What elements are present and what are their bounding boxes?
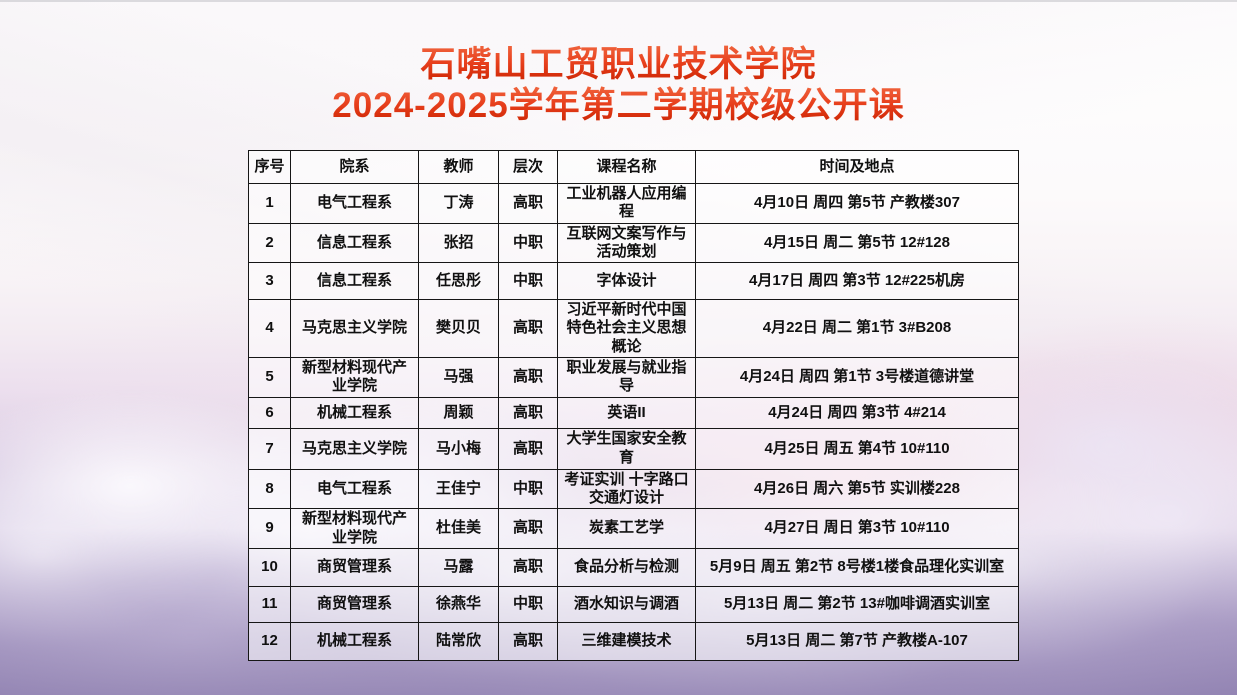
level-cell: 高职 — [498, 357, 558, 398]
title-line-2: 2024-2025学年第二学期校级公开课 — [0, 85, 1237, 126]
level-cell: 中职 — [498, 262, 558, 301]
course-cell: 英语II — [557, 396, 696, 429]
time-cell: 4月25日 周五 第4节 10#110 — [695, 427, 1019, 470]
department-cell: 电气工程系 — [290, 183, 419, 224]
course-cell: 酒水知识与调酒 — [557, 585, 696, 623]
column-header-no: 序号 — [248, 150, 291, 184]
time-cell: 4月24日 周四 第3节 4#214 — [695, 396, 1019, 429]
time-cell: 4月27日 周日 第3节 10#110 — [695, 508, 1019, 549]
department-cell: 马克思主义学院 — [290, 427, 419, 470]
level-cell: 中职 — [498, 222, 558, 264]
level-cell: 高职 — [498, 396, 558, 429]
no-cell: 5 — [248, 357, 291, 398]
no-cell: 6 — [248, 396, 291, 429]
course-cell: 职业发展与就业指导 — [557, 357, 696, 398]
time-cell: 4月10日 周四 第5节 产教楼307 — [695, 183, 1019, 224]
table-row: 8 电气工程系 王佳宁 中职 考证实训 十字路口交通灯设计 4月26日 周六 第5节 实训… — [248, 468, 1019, 510]
level-cell: 中职 — [498, 585, 558, 623]
department-cell: 新型材料现代产业学院 — [290, 508, 419, 549]
course-cell: 炭素工艺学 — [557, 508, 696, 549]
teacher-cell: 马强 — [418, 357, 499, 398]
course-cell: 工业机器人应用编程 — [557, 183, 696, 224]
teacher-cell: 张招 — [418, 222, 499, 264]
department-cell: 电气工程系 — [290, 468, 419, 510]
no-cell: 8 — [248, 468, 291, 510]
department-cell: 信息工程系 — [290, 222, 419, 264]
table-row: 10 商贸管理系 马露 高职 食品分析与检测 5月9日 周五 第2节 8号楼1楼食品理化实… — [248, 547, 1019, 587]
table-row: 9 新型材料现代产业学院 杜佳美 高职 炭素工艺学 4月27日 周日 第3节 10#110 — [248, 508, 1019, 549]
level-cell: 高职 — [498, 508, 558, 549]
teacher-cell: 王佳宁 — [418, 468, 499, 510]
time-cell: 5月13日 周二 第7节 产教楼A-107 — [695, 621, 1019, 661]
no-cell: 10 — [248, 547, 291, 587]
course-cell: 三维建模技术 — [557, 621, 696, 661]
no-cell: 3 — [248, 262, 291, 301]
teacher-cell: 丁涛 — [418, 183, 499, 224]
no-cell: 2 — [248, 222, 291, 264]
table-row: 1 电气工程系 丁涛 高职 工业机器人应用编程 4月10日 周四 第5节 产教楼307 — [248, 183, 1019, 224]
column-header-department: 院系 — [290, 150, 419, 184]
column-header-level: 层次 — [498, 150, 558, 184]
no-cell: 1 — [248, 183, 291, 224]
no-cell: 11 — [248, 585, 291, 623]
course-table-body: 1 电气工程系 丁涛 高职 工业机器人应用编程 4月10日 周四 第5节 产教楼307 2 信… — [248, 183, 1019, 661]
time-cell: 5月9日 周五 第2节 8号楼1楼食品理化实训室 — [695, 547, 1019, 587]
teacher-cell: 任思彤 — [418, 262, 499, 301]
table-row: 7 马克思主义学院 马小梅 高职 大学生国家安全教育 4月25日 周五 第4节 10#11… — [248, 427, 1019, 470]
time-cell: 4月17日 周四 第3节 12#225机房 — [695, 262, 1019, 301]
title-line-1: 石嘴山工贸职业技术学院 — [0, 44, 1237, 85]
page-title: 石嘴山工贸职业技术学院 2024-2025学年第二学期校级公开课 — [0, 44, 1237, 126]
no-cell: 12 — [248, 621, 291, 661]
course-cell: 大学生国家安全教育 — [557, 427, 696, 470]
level-cell: 高职 — [498, 547, 558, 587]
teacher-cell: 周颖 — [418, 396, 499, 429]
table-row: 12 机械工程系 陆常欣 高职 三维建模技术 5月13日 周二 第7节 产教楼A-107 — [248, 621, 1019, 661]
teacher-cell: 杜佳美 — [418, 508, 499, 549]
table-row: 3 信息工程系 任思彤 中职 字体设计 4月17日 周四 第3节 12#225机房 — [248, 262, 1019, 301]
teacher-cell: 徐燕华 — [418, 585, 499, 623]
level-cell: 高职 — [498, 621, 558, 661]
column-header-time: 时间及地点 — [695, 150, 1019, 184]
teacher-cell: 马露 — [418, 547, 499, 587]
column-header-teacher: 教师 — [418, 150, 499, 184]
teacher-cell: 马小梅 — [418, 427, 499, 470]
no-cell: 7 — [248, 427, 291, 470]
time-cell: 5月13日 周二 第2节 13#咖啡调酒实训室 — [695, 585, 1019, 623]
level-cell: 高职 — [498, 427, 558, 470]
course-cell: 食品分析与检测 — [557, 547, 696, 587]
department-cell: 商贸管理系 — [290, 585, 419, 623]
column-header-course: 课程名称 — [557, 150, 696, 184]
department-cell: 商贸管理系 — [290, 547, 419, 587]
course-cell: 习近平新时代中国特色社会主义思想概论 — [557, 299, 696, 359]
teacher-cell: 陆常欣 — [418, 621, 499, 661]
no-cell: 9 — [248, 508, 291, 549]
table-row: 6 机械工程系 周颖 高职 英语II 4月24日 周四 第3节 4#214 — [248, 396, 1019, 429]
level-cell: 高职 — [498, 183, 558, 224]
no-cell: 4 — [248, 299, 291, 359]
table-row: 4 马克思主义学院 樊贝贝 高职 习近平新时代中国特色社会主义思想概论 4月22日 周二 … — [248, 299, 1019, 359]
course-cell: 字体设计 — [557, 262, 696, 301]
department-cell: 马克思主义学院 — [290, 299, 419, 359]
department-cell: 新型材料现代产业学院 — [290, 357, 419, 398]
table-row: 11 商贸管理系 徐燕华 中职 酒水知识与调酒 5月13日 周二 第2节 13#咖啡调酒实… — [248, 585, 1019, 623]
table-row: 2 信息工程系 张招 中职 互联网文案写作与活动策划 4月15日 周二 第5节 12#12… — [248, 222, 1019, 264]
department-cell: 机械工程系 — [290, 396, 419, 429]
top-border-line — [0, 0, 1237, 2]
time-cell: 4月24日 周四 第1节 3号楼道德讲堂 — [695, 357, 1019, 398]
table-header-row: 序号 院系 教师 层次 课程名称 时间及地点 — [248, 150, 1019, 184]
course-cell: 考证实训 十字路口交通灯设计 — [557, 468, 696, 510]
time-cell: 4月15日 周二 第5节 12#128 — [695, 222, 1019, 264]
level-cell: 高职 — [498, 299, 558, 359]
department-cell: 信息工程系 — [290, 262, 419, 301]
course-table: 序号 院系 教师 层次 课程名称 时间及地点 1 电气工程系 丁涛 高职 工业机器人应用编程 4月1… — [248, 150, 1019, 661]
teacher-cell: 樊贝贝 — [418, 299, 499, 359]
department-cell: 机械工程系 — [290, 621, 419, 661]
time-cell: 4月22日 周二 第1节 3#B208 — [695, 299, 1019, 359]
level-cell: 中职 — [498, 468, 558, 510]
time-cell: 4月26日 周六 第5节 实训楼228 — [695, 468, 1019, 510]
course-cell: 互联网文案写作与活动策划 — [557, 222, 696, 264]
table-row: 5 新型材料现代产业学院 马强 高职 职业发展与就业指导 4月24日 周四 第1节 3号楼… — [248, 357, 1019, 398]
